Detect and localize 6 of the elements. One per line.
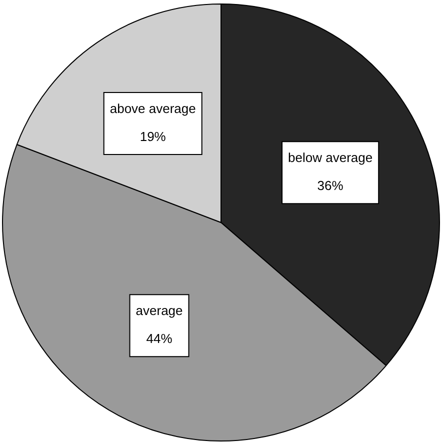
slice-label: below average [288,150,373,166]
data-label: 36% [317,178,344,194]
slice-label: average [136,303,183,318]
slice-label: above average [110,101,196,116]
data-label: 19% [140,129,166,144]
data-label: 44% [146,331,173,346]
